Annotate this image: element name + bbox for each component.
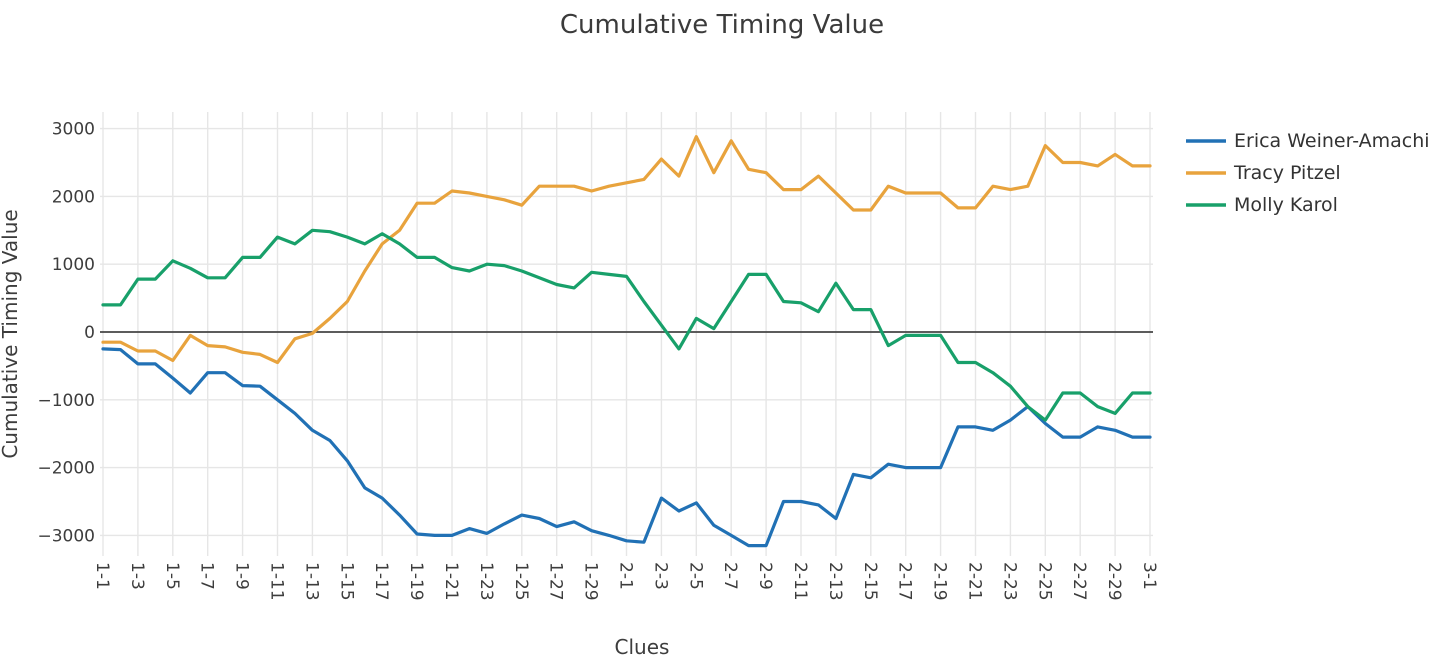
- series-line-tracy-pitzel: [101, 135, 1152, 365]
- ticks-layer: 3000 2000 1000 0 −1000 −2000 −3000 1-1 1-3 1-5 1-7…: [37, 120, 1159, 601]
- x-tick-label: 1-1: [92, 562, 112, 590]
- x-tick-label: 2-23: [999, 562, 1019, 601]
- chart-title: Cumulative Timing Value: [560, 10, 884, 40]
- x-tick-label: 1-5: [162, 562, 182, 590]
- x-tick-label: 1-13: [301, 562, 321, 601]
- x-tick-label: 1-27: [546, 562, 566, 601]
- x-tick-label: 1-17: [371, 562, 391, 601]
- legend-item: Erica Weiner-Amachi: [1186, 130, 1430, 152]
- x-tick-label: 2-29: [1104, 562, 1124, 601]
- y-tick-label: −1000: [37, 391, 95, 411]
- x-tick-label: 1-25: [511, 562, 531, 601]
- y-tick-label: 2000: [52, 187, 95, 207]
- x-tick-label: 1-15: [336, 562, 356, 601]
- y-tick-label: −3000: [37, 526, 95, 546]
- legend: Erica Weiner-Amachi Tracy Pitzel Molly Kar…: [1186, 130, 1430, 216]
- x-tick-label: 2-19: [930, 562, 950, 601]
- y-axis-label: Cumulative Timing Value: [0, 209, 22, 458]
- series-line-molly-karol: [101, 228, 1152, 422]
- x-tick-label: 2-1: [616, 562, 636, 590]
- x-tick-label: 2-9: [755, 562, 775, 590]
- x-tick-label: 1-3: [127, 562, 147, 590]
- series-line-erica-weiner-amachi: [101, 347, 1152, 548]
- x-tick-label: 1-7: [197, 562, 217, 590]
- x-tick-label: 1-23: [476, 562, 496, 601]
- legend-item-label: Erica Weiner-Amachi: [1234, 130, 1430, 152]
- legend-item: Molly Karol: [1186, 194, 1338, 216]
- x-tick-label: 2-17: [895, 562, 915, 601]
- x-tick-label: 1-29: [581, 562, 601, 601]
- legend-item-label: Tracy Pitzel: [1233, 162, 1341, 184]
- x-tick-label: 2-13: [825, 562, 845, 601]
- x-tick-label: 1-19: [406, 562, 426, 601]
- y-tick-label: 1000: [52, 255, 95, 275]
- x-tick-label: 1-9: [232, 562, 252, 590]
- x-tick-label: 3-1: [1139, 562, 1159, 590]
- x-axis-label: Clues: [615, 635, 670, 659]
- y-tick-label: 3000: [52, 120, 95, 140]
- x-tick-label: 2-11: [790, 562, 810, 601]
- x-tick-label: 2-7: [720, 562, 740, 590]
- x-tick-label: 2-3: [650, 562, 670, 590]
- x-tick-label: 2-27: [1069, 562, 1089, 601]
- x-tick-label: 2-21: [965, 562, 985, 601]
- y-tick-label: −2000: [37, 459, 95, 479]
- x-tick-label: 1-21: [441, 562, 461, 601]
- x-tick-label: 2-25: [1034, 562, 1054, 601]
- y-tick-label: 0: [84, 323, 95, 343]
- x-tick-label: 1-11: [267, 562, 287, 601]
- legend-item: Tracy Pitzel: [1186, 162, 1341, 184]
- x-tick-label: 2-15: [860, 562, 880, 601]
- grid-layer: [100, 112, 1153, 556]
- x-tick-label: 2-5: [685, 562, 705, 590]
- series-layer: [101, 135, 1152, 548]
- legend-item-label: Molly Karol: [1234, 194, 1338, 216]
